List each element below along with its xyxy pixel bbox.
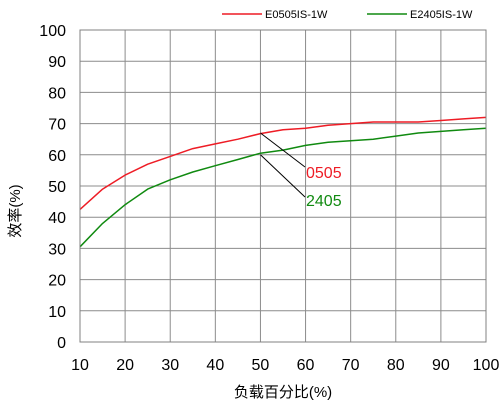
x-tick-label: 70 (342, 357, 360, 374)
series-lines (79, 116, 487, 248)
axes: 0 10 20 30 40 50 60 70 80 90 100 10 20 30 40 50 60 70 80 90… (39, 23, 499, 374)
x-tick-label: 80 (387, 357, 405, 374)
x-tick-label: 40 (206, 357, 224, 374)
x-tick-label: 30 (161, 357, 179, 374)
x-tick-label: 90 (432, 357, 450, 374)
y-tick-label: 100 (39, 23, 66, 40)
y-tick-label: 50 (48, 179, 66, 196)
plot-frame (79, 29, 487, 343)
y-tick-label: 70 (48, 117, 66, 134)
y-axis-title: 效率(%) (7, 184, 24, 237)
x-tick-label: 20 (116, 357, 134, 374)
grid (79, 29, 487, 343)
y-tick-label: 40 (48, 210, 66, 227)
legend-label-1: E0505IS-1W (265, 9, 328, 21)
legend: E0505IS-1W E2405IS-1W (222, 9, 473, 21)
x-axis-title: 负载百分比(%) (234, 384, 332, 401)
annotations: 0505 2405 (260, 132, 342, 210)
y-tick-label: 0 (57, 335, 66, 352)
y-tick-label: 80 (48, 85, 66, 102)
y-tick-label: 10 (48, 304, 66, 321)
x-tick-label: 50 (252, 357, 270, 374)
series-line-2 (79, 127, 487, 248)
x-tick-label: 60 (297, 357, 315, 374)
y-tick-label: 20 (48, 273, 66, 290)
y-tick-label: 30 (48, 241, 66, 258)
x-tick-label: 10 (71, 357, 89, 374)
annotation-leader-2 (260, 154, 306, 198)
annotation-leader-1 (260, 132, 306, 168)
annotation-label-2: 2405 (306, 193, 342, 210)
y-tick-label: 90 (48, 54, 66, 71)
legend-label-2: E2405IS-1W (410, 9, 473, 21)
x-tick-label: 100 (473, 357, 500, 374)
series-line-1 (79, 116, 487, 210)
annotation-label-1: 0505 (306, 165, 342, 182)
y-tick-label: 60 (48, 148, 66, 165)
